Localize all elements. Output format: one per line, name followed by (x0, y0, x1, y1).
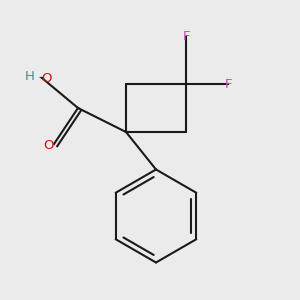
Text: O: O (41, 71, 52, 85)
Text: O: O (44, 139, 54, 152)
Text: F: F (182, 29, 190, 43)
Text: H: H (25, 70, 34, 83)
Text: -: - (38, 70, 43, 84)
Text: F: F (224, 77, 232, 91)
